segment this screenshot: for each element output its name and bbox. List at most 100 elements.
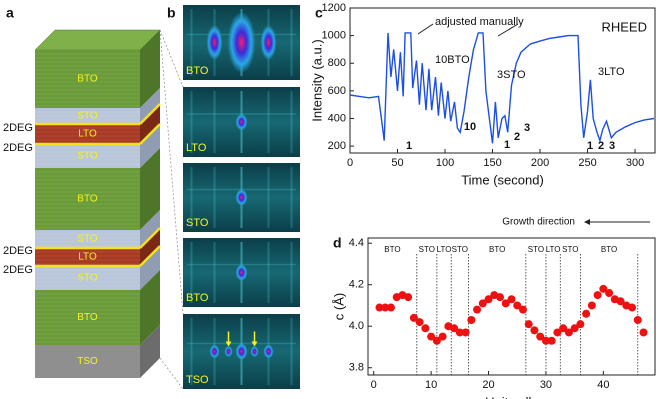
layer-label: TSO <box>77 356 98 367</box>
x-tick-label: 100 <box>436 157 454 169</box>
annotation: 3LTO <box>598 66 625 78</box>
point <box>501 299 510 308</box>
plot-frame <box>349 7 656 154</box>
interface-side <box>139 227 161 249</box>
point <box>536 332 545 341</box>
y-tick-label: 400 <box>328 112 346 124</box>
layer <box>35 248 140 266</box>
x-tick-label: 300 <box>626 157 644 169</box>
point <box>639 328 648 337</box>
image-label: TSO <box>186 374 209 386</box>
layer <box>35 144 140 168</box>
y-axis-label: Intensity (a.u.) <box>309 39 324 121</box>
image-label: LTO <box>186 142 207 154</box>
annotation: 10 <box>464 121 476 133</box>
annotation: 1 <box>504 139 510 151</box>
spot <box>235 264 248 281</box>
y-axis-label: c (Å) <box>331 293 346 320</box>
x-tick-label: 200 <box>531 157 549 169</box>
image-label: STO <box>186 217 209 229</box>
point <box>507 295 516 304</box>
x-tick-label: 40 <box>597 379 609 391</box>
layer-side <box>140 270 160 345</box>
annotation: 3STO <box>497 69 526 81</box>
annotation: 1 <box>587 140 593 152</box>
annotation: 1 <box>406 140 412 152</box>
point <box>381 303 390 312</box>
point <box>450 324 459 333</box>
zoom-line <box>159 29 184 315</box>
annotation: 3 <box>524 122 530 134</box>
layer <box>35 290 140 345</box>
point <box>375 303 384 312</box>
point <box>518 305 527 314</box>
plot-frame <box>367 237 656 376</box>
layer <box>35 168 140 230</box>
layer-label: BTO <box>77 194 98 205</box>
layer-side <box>140 88 160 124</box>
arrow-head <box>584 219 590 225</box>
y-tick-label: 200 <box>328 140 346 152</box>
layer <box>35 124 140 144</box>
point <box>599 284 608 293</box>
point <box>496 293 505 302</box>
point <box>628 303 637 312</box>
point <box>473 305 482 314</box>
region-label: STO <box>528 245 544 254</box>
point <box>461 328 470 337</box>
rheed-image: STO <box>183 163 300 232</box>
region-label: LTO <box>546 245 561 254</box>
annotation: adjusted manually <box>435 16 524 28</box>
layer-side <box>140 246 160 290</box>
point <box>421 324 430 333</box>
image-label: BTO <box>186 292 209 304</box>
point <box>564 328 573 337</box>
region-label: STO <box>562 245 578 254</box>
point <box>427 332 436 341</box>
layer-side <box>140 30 160 108</box>
layer-side <box>140 124 160 168</box>
pointer <box>497 23 519 37</box>
point <box>587 301 596 310</box>
y-tick-label: 1000 <box>322 30 346 42</box>
point <box>386 303 395 312</box>
zoom-line <box>159 29 184 88</box>
layer-label: STO <box>77 234 98 245</box>
point <box>605 289 614 298</box>
layer-side <box>140 228 160 266</box>
interface-side <box>139 103 161 125</box>
spot <box>235 189 248 206</box>
layer-side <box>140 325 160 378</box>
annotation: 3 <box>609 140 615 152</box>
interface-label: 2DEG <box>3 264 33 276</box>
layer-label: BTO <box>77 312 98 323</box>
layer-label: STO <box>77 151 98 162</box>
point <box>593 291 602 300</box>
spot <box>227 11 256 74</box>
point <box>570 324 579 333</box>
interface-label: 2DEG <box>3 245 33 257</box>
panel-label: d <box>333 235 342 251</box>
panel-label: b <box>167 5 176 21</box>
x-tick-label: 0 <box>371 379 377 391</box>
arrow-head <box>251 341 258 347</box>
layer <box>35 266 140 290</box>
point <box>541 336 550 345</box>
y-tick-label: 800 <box>328 57 346 69</box>
rheed-image: BTO <box>183 238 300 307</box>
point <box>530 326 539 335</box>
spot <box>206 24 223 61</box>
x-tick-label: 250 <box>578 157 596 169</box>
stack-top <box>34 29 161 51</box>
point <box>553 328 562 337</box>
y-tick-label: 4.0 <box>349 320 364 332</box>
spot <box>263 344 274 359</box>
spot <box>235 113 248 131</box>
panel-label: a <box>6 5 14 21</box>
y-tick-label: 3.8 <box>349 362 364 374</box>
point <box>484 295 493 304</box>
layer-side <box>140 210 160 248</box>
point <box>455 328 464 337</box>
layer-side <box>140 148 160 230</box>
